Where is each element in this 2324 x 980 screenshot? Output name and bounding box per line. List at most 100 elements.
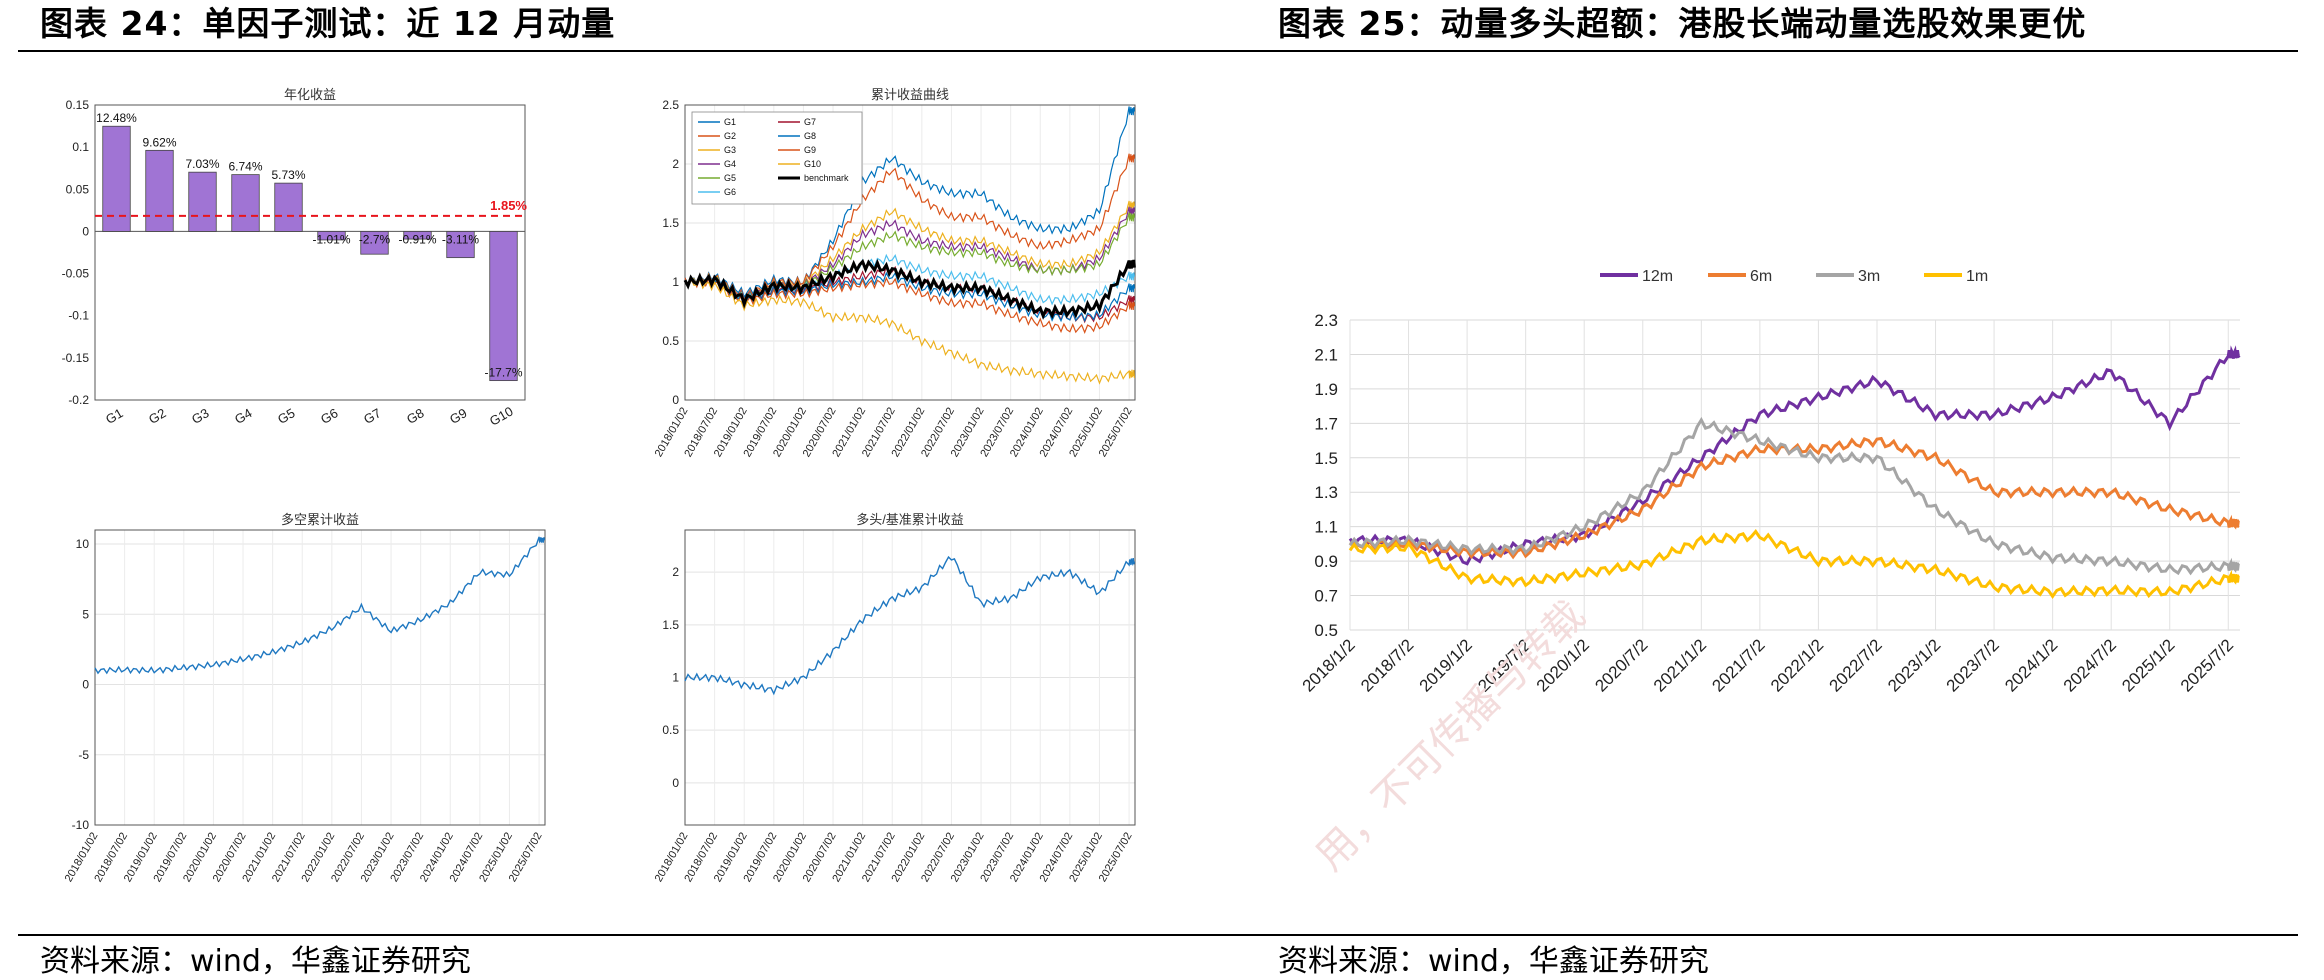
bar bbox=[446, 231, 475, 259]
legend-label: G5 bbox=[724, 173, 736, 183]
x-tick-label: 2024/7/2 bbox=[2060, 635, 2120, 695]
series-line-6m bbox=[1348, 436, 2240, 560]
series-line-G5 bbox=[684, 212, 1135, 304]
x-tick-label: G1 bbox=[103, 405, 126, 427]
x-tick-label: G10 bbox=[487, 403, 516, 428]
y-tick-label: 2 bbox=[672, 565, 679, 579]
x-tick-label: G7 bbox=[361, 405, 384, 427]
bar bbox=[188, 171, 217, 232]
plot-frame bbox=[684, 104, 1136, 401]
legend-label: G8 bbox=[804, 131, 816, 141]
legend-box bbox=[691, 111, 863, 205]
y-tick-label: -10 bbox=[72, 818, 90, 832]
plot-frame bbox=[94, 104, 526, 401]
bar bbox=[145, 149, 174, 232]
y-tick-label: 5 bbox=[82, 607, 89, 621]
data-label: -3.11% bbox=[442, 232, 479, 246]
data-label: -1.01% bbox=[312, 232, 350, 246]
y-tick-label: 0.9 bbox=[1314, 552, 1338, 571]
y-tick-label: 0 bbox=[672, 393, 679, 407]
y-tick-label: 0 bbox=[82, 678, 89, 692]
bar bbox=[317, 231, 346, 241]
x-tick-label: 2021/7/2 bbox=[1708, 635, 1768, 695]
y-tick-label: 0.7 bbox=[1314, 587, 1338, 606]
y-tick-label: -0.1 bbox=[68, 309, 89, 323]
x-tick-label: 2022/1/2 bbox=[1767, 635, 1827, 695]
legend-label: 1m bbox=[1966, 268, 1988, 285]
y-tick-label: 1.5 bbox=[662, 618, 679, 632]
data-label: 9.62% bbox=[142, 135, 176, 149]
legend-label: G3 bbox=[724, 145, 736, 155]
y-tick-label: 2.1 bbox=[1314, 345, 1338, 364]
long-short-cumulative-chart: 多空累计收益1050-5-102018/01/022018/07/022019/… bbox=[63, 512, 546, 884]
x-tick-label: G5 bbox=[275, 405, 298, 427]
long-benchmark-cumulative-chart: 多头/基准累计收益21.510.502018/01/022018/07/0220… bbox=[653, 512, 1136, 884]
figure-heading-left: 图表 24：单因子测试：近 12 月动量 bbox=[40, 4, 616, 43]
series-line-G9 bbox=[684, 276, 1135, 335]
series-line-多头/基准 bbox=[684, 555, 1136, 696]
chart-title: 多头/基准累计收益 bbox=[856, 512, 964, 527]
y-tick-label: 0.5 bbox=[662, 723, 679, 737]
series-line-3m bbox=[1348, 416, 2241, 576]
y-tick-label: 1.9 bbox=[1314, 380, 1338, 399]
x-tick-label: 2018/7/2 bbox=[1357, 635, 1417, 695]
bar bbox=[274, 182, 303, 232]
source-note-left: 资料来源：wind，华鑫证券研究 bbox=[40, 944, 471, 979]
legend-label: G10 bbox=[804, 159, 821, 169]
series-line-G1 bbox=[684, 106, 1135, 299]
y-tick-label: 1.3 bbox=[1314, 483, 1338, 502]
legend-label: G2 bbox=[724, 131, 736, 141]
y-tick-label: 1.5 bbox=[1314, 449, 1338, 468]
bar bbox=[403, 231, 432, 240]
reference-label: 1.85% bbox=[490, 198, 527, 213]
x-tick-label: 2025/7/2 bbox=[2177, 635, 2237, 695]
x-tick-label: 2023/1/2 bbox=[1884, 635, 1944, 695]
y-tick-label: 1.5 bbox=[662, 216, 679, 230]
y-tick-label: 2.3 bbox=[1314, 311, 1338, 330]
bar bbox=[360, 231, 389, 255]
y-tick-label: 0.05 bbox=[66, 182, 90, 196]
series-line-G10 bbox=[684, 276, 1135, 385]
bar bbox=[489, 231, 518, 382]
chart-title: 多空累计收益 bbox=[281, 512, 359, 527]
chart-title: 累计收益曲线 bbox=[871, 87, 949, 102]
y-tick-label: 0.1 bbox=[72, 140, 89, 154]
y-tick-label: -0.15 bbox=[62, 351, 90, 365]
y-tick-label: 0.5 bbox=[1314, 621, 1338, 640]
y-tick-label: 1 bbox=[672, 275, 679, 289]
plot-frame bbox=[684, 529, 1136, 826]
legend-label: G9 bbox=[804, 145, 816, 155]
top-rule bbox=[18, 50, 2298, 52]
data-label: 6.74% bbox=[228, 160, 262, 174]
legend-label: benchmark bbox=[804, 173, 849, 183]
x-tick-label: 2018/1/2 bbox=[1299, 635, 1359, 695]
data-label: -0.91% bbox=[398, 232, 436, 246]
y-tick-label: 0.5 bbox=[662, 334, 679, 348]
series-line-benchmark bbox=[683, 258, 1136, 320]
momentum-excess-line-chart: 12m 6m 3m 1m2.32.11.91.71.51.31.10.90.70.52… bbox=[1299, 268, 2241, 696]
y-tick-label: 2 bbox=[672, 157, 679, 171]
data-label: -17.7% bbox=[484, 366, 522, 380]
data-label: 7.03% bbox=[185, 157, 219, 171]
x-tick-label: 2024/1/2 bbox=[2001, 635, 2061, 695]
legend-label: G6 bbox=[724, 187, 736, 197]
bar bbox=[231, 174, 260, 232]
series-line-12m bbox=[1348, 345, 2241, 566]
x-tick-label: G4 bbox=[232, 405, 255, 427]
series-line-多空 bbox=[94, 536, 546, 675]
figure-heading-right: 图表 25：动量多头超额：港股长端动量选股效果更优 bbox=[1278, 4, 2087, 43]
legend-label: 6m bbox=[1750, 268, 1772, 285]
bar bbox=[102, 125, 131, 232]
legend-label: 12m bbox=[1642, 268, 1673, 285]
cumulative-return-line-chart: 累计收益曲线2.521.510.502018/01/022018/07/0220… bbox=[653, 87, 1136, 459]
y-tick-label: 1.7 bbox=[1314, 414, 1338, 433]
y-tick-label: 2.5 bbox=[662, 98, 679, 112]
y-tick-label: -0.05 bbox=[62, 267, 90, 281]
y-tick-label: 0.15 bbox=[66, 98, 90, 112]
x-tick-label: G8 bbox=[404, 405, 427, 427]
x-tick-label: 2023/7/2 bbox=[1943, 635, 2003, 695]
bottom-rule bbox=[18, 934, 2298, 936]
annual-return-bar-chart: 年化收益 0.15 0.1 0.05 0 -0.05 -0.1 -0.15 -0.2 12.48%… bbox=[62, 87, 528, 429]
x-tick-label: G2 bbox=[146, 405, 169, 427]
x-tick-label: G6 bbox=[318, 405, 341, 427]
